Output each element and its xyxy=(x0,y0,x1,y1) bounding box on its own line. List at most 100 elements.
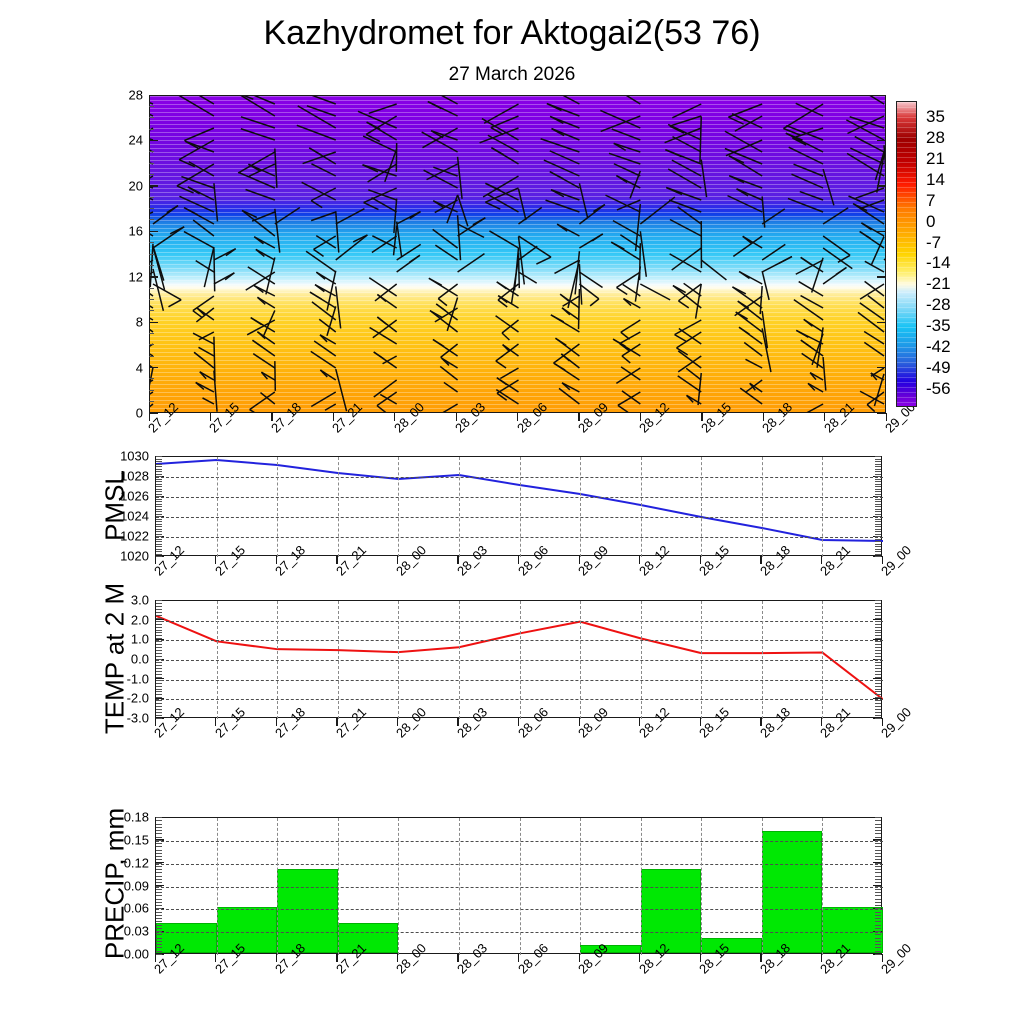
wind-barb-flag xyxy=(738,270,750,280)
wind-barb-staff xyxy=(335,368,348,412)
wind-barb xyxy=(612,219,641,237)
pmsl-y-tick-label: 1030 xyxy=(120,448,149,464)
precip-x-tick xyxy=(578,954,580,962)
precip-y-tick-label: 0.03 xyxy=(123,923,149,939)
temp_2m-x-tick xyxy=(215,718,217,726)
precip-y-minor-tick-right xyxy=(875,823,881,825)
wind-barb xyxy=(310,391,337,408)
wind-barb xyxy=(619,331,641,345)
temp_2m-y-tick-right xyxy=(873,697,882,700)
pmsl-y-minor-tick-right xyxy=(875,471,881,472)
pmsl-y-minor-tick-right xyxy=(875,478,881,480)
sounding-x-tick xyxy=(271,413,273,421)
temp_2m-y-minor-tick-right xyxy=(875,611,881,613)
sounding-cross-section-panel xyxy=(149,95,886,413)
pmsl-y-minor-tick xyxy=(156,483,162,485)
wind-barb-staff xyxy=(759,286,763,315)
wind-barb-flag xyxy=(309,291,322,300)
sounding-y-tick-right xyxy=(877,139,886,142)
wind-barb xyxy=(518,235,552,258)
precip-y-minor-tick-right xyxy=(875,859,881,861)
wind-barb xyxy=(857,311,885,333)
pmsl-y-minor-tick-right xyxy=(875,528,881,530)
precip-x-tick xyxy=(518,954,520,962)
pmsl-x-tick xyxy=(699,556,702,564)
pmsl-y-minor-tick xyxy=(156,536,162,537)
pmsl-gridline-v xyxy=(761,457,763,557)
wind-barb xyxy=(743,341,763,357)
wind-barb xyxy=(457,253,485,273)
wind-barb xyxy=(251,211,276,222)
wind-barb-column xyxy=(600,96,676,412)
precip-y-minor-tick-right xyxy=(875,911,881,913)
wind-barb xyxy=(152,226,185,249)
temp_2m-y-minor-tick xyxy=(156,617,162,619)
wind-barb-flag xyxy=(169,226,185,235)
wind-barb xyxy=(382,355,398,365)
wind-barb-flag xyxy=(737,300,750,309)
temp_2m-y-minor-tick xyxy=(156,608,162,610)
wind-barb xyxy=(864,280,885,297)
pmsl-y-minor-tick xyxy=(156,528,162,530)
wind-barb-flag xyxy=(731,113,746,122)
temp_2m-y-minor-tick-right xyxy=(875,659,881,660)
temp_2m-x-tick xyxy=(820,718,823,726)
wind-barb-staff xyxy=(639,231,648,277)
colorbar-tick-label: -14 xyxy=(926,253,951,273)
pmsl-y-minor-tick-right xyxy=(875,508,881,510)
wind-barb xyxy=(554,362,580,381)
wind-barb-flag xyxy=(809,372,817,381)
wind-barb xyxy=(368,277,398,297)
pmsl-panel xyxy=(155,456,883,557)
wind-barb-flag xyxy=(536,256,552,265)
wind-barb xyxy=(371,235,398,254)
wind-barb xyxy=(443,381,459,393)
wind-barb xyxy=(483,103,519,124)
precip-y-minor-tick xyxy=(156,875,162,877)
pmsl-y-minor-tick xyxy=(156,533,162,535)
wind-barb-flag xyxy=(255,248,265,257)
wind-barb-flag xyxy=(501,332,510,341)
wind-barb xyxy=(311,301,337,321)
temp_2m-y-minor-tick xyxy=(156,709,162,711)
wind-barb xyxy=(761,208,786,225)
temp_2m-y-minor-tick xyxy=(156,706,162,708)
wind-barb-staff xyxy=(578,183,589,218)
temp_2m-y-minor-tick-right xyxy=(875,602,881,604)
precip-y-minor-tick-right xyxy=(875,901,881,903)
wind-barb-flag xyxy=(783,127,802,137)
wind-barb-staff xyxy=(384,148,398,183)
sounding-x-tick xyxy=(701,413,703,421)
temp_2m-y-tick-label: 0.0 xyxy=(130,651,149,667)
sounding-y-tick-right xyxy=(877,94,886,96)
precip-x-tick xyxy=(639,954,641,962)
wind-barb xyxy=(240,96,276,117)
wind-barb xyxy=(311,163,337,177)
wind-barb xyxy=(372,319,398,339)
wind-barb xyxy=(335,208,365,225)
wind-barb xyxy=(860,199,885,210)
temp_2m-y-minor-tick-right xyxy=(875,647,881,649)
wind-barb xyxy=(434,244,459,261)
wind-barb xyxy=(732,286,763,309)
wind-barb-flag xyxy=(490,126,504,136)
precip-y-minor-tick-right xyxy=(875,856,881,858)
wind-barb xyxy=(600,115,641,133)
wind-barb xyxy=(432,228,459,249)
wind-barb-flag xyxy=(409,254,421,263)
sounding-y-minor-tick xyxy=(149,287,154,289)
pmsl-gridline-v xyxy=(216,457,218,557)
wind-barb xyxy=(318,318,337,333)
precip-y-minor-tick-right xyxy=(875,843,881,845)
pmsl-y-minor-tick xyxy=(156,503,162,505)
sounding-x-tick xyxy=(885,413,887,421)
wind-barb xyxy=(761,243,786,261)
wind-barb-flag xyxy=(472,217,486,226)
sounding-y-minor-tick xyxy=(149,174,154,175)
pmsl-y-minor-tick-right xyxy=(875,468,881,470)
colorbar-tick-label: 7 xyxy=(926,190,936,210)
temp_2m-y-minor-tick xyxy=(156,664,162,666)
precip-y-minor-tick xyxy=(156,852,162,854)
wind-barb-flag xyxy=(610,241,625,250)
